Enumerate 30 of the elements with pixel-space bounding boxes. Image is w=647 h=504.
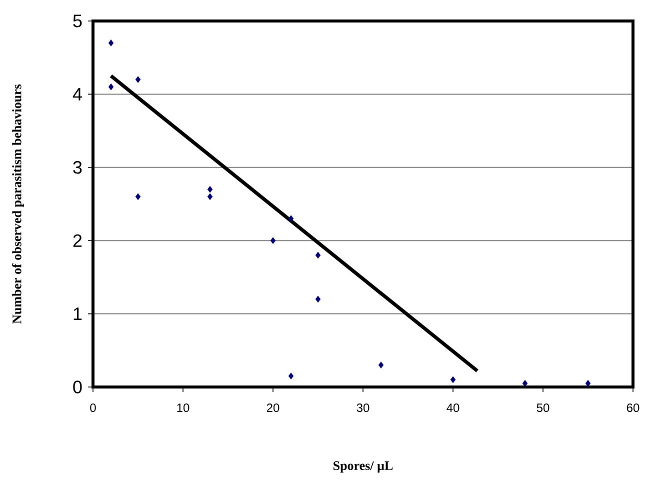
point <box>288 215 294 222</box>
point <box>135 76 141 83</box>
y-tick-label: 1 <box>74 308 82 320</box>
y-axis-title: Number of observed parasitism behaviours <box>12 84 24 324</box>
x-tick-label: 40 <box>446 404 460 412</box>
y-tick-label: 2 <box>73 234 82 247</box>
y-tick-label: 4 <box>72 88 82 100</box>
y-tick-label: 0 <box>73 380 82 394</box>
x-tick-label: 0 <box>90 404 96 412</box>
point <box>108 83 114 90</box>
x-tick-label: 60 <box>626 404 640 412</box>
point <box>585 380 591 387</box>
point <box>378 362 384 368</box>
x-tick-label: 50 <box>536 404 550 412</box>
point <box>207 186 213 193</box>
point <box>135 193 141 200</box>
y-tick-label: 5 <box>73 14 82 28</box>
point <box>522 380 528 387</box>
x-tick-label: 10 <box>177 404 190 412</box>
point <box>108 40 114 46</box>
y-tick-label: 3 <box>73 161 82 174</box>
point <box>270 237 276 244</box>
point <box>315 252 321 259</box>
x-axis-title: Spores/ µL <box>334 461 393 473</box>
point <box>315 296 321 303</box>
point <box>207 193 213 200</box>
x-tick-label: 30 <box>356 404 370 412</box>
point <box>288 372 294 380</box>
x-tick-label: 20 <box>266 404 280 412</box>
point <box>450 376 456 384</box>
